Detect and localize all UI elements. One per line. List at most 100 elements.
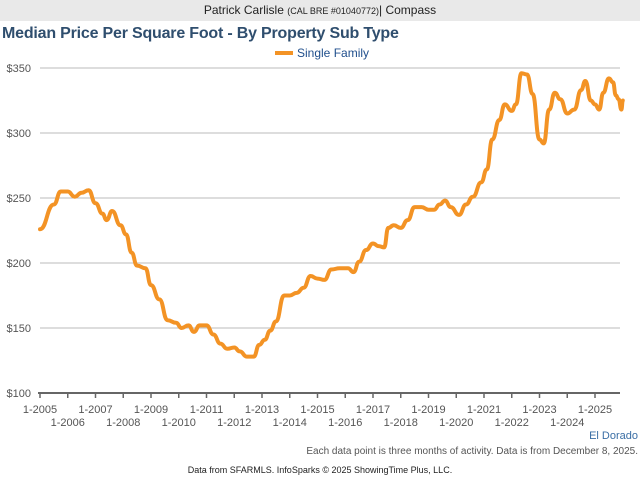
data-point-2021.55 — [497, 118, 501, 122]
data-point-2020.1 — [457, 213, 461, 217]
x-tick-label: 1-2016 — [328, 417, 362, 429]
x-tick-label: 1-2011 — [190, 404, 223, 416]
data-point-2019 — [427, 208, 430, 212]
data-point-2013.5 — [274, 320, 278, 323]
x-tick-label: 1-2024 — [550, 417, 584, 429]
data-point-2011 — [205, 323, 208, 327]
data-point-2025 — [593, 102, 597, 106]
data-point-2007.25 — [100, 212, 104, 216]
x-tick-label: 1-2025 — [578, 404, 612, 416]
region-label[interactable]: El Dorado — [589, 430, 638, 442]
y-tick-label: $200 — [7, 258, 31, 270]
license-number: (CAL BRE #01040772) — [287, 6, 379, 16]
data-point-2020.9 — [479, 180, 483, 184]
data-point-2025.75 — [614, 93, 618, 97]
data-point-2024.25 — [572, 108, 576, 112]
legend-swatch-single-family — [275, 51, 293, 55]
data-point-2019.4 — [438, 203, 442, 206]
legend-label-single-family: Single Family — [297, 46, 370, 60]
x-tick-label: 1-2006 — [51, 417, 85, 429]
data-point-2007.6 — [110, 209, 114, 213]
data-point-2017.4 — [382, 245, 386, 249]
data-point-2010.1 — [180, 326, 184, 330]
data-point-2012.9 — [257, 343, 261, 347]
x-tick-label: 1-2013 — [245, 404, 279, 416]
y-axis: $350 $300 $250 $200 $150 $100 — [7, 63, 31, 400]
y-tick-label: $300 — [7, 128, 31, 140]
data-point-2007 — [94, 201, 97, 205]
data-point-2005.5 — [52, 203, 56, 206]
grid-lines — [40, 67, 620, 329]
x-tick-label: 1-2023 — [522, 404, 556, 416]
data-point-2009.3 — [157, 297, 161, 301]
data-point-2017 — [371, 242, 375, 245]
y-tick-label: $350 — [7, 63, 31, 75]
data-point-2011.75 — [225, 347, 229, 351]
data-point-2025.85 — [617, 97, 621, 101]
series-lines — [38, 71, 625, 359]
data-point-2015.25 — [322, 278, 326, 282]
data-point-2016.3 — [352, 270, 356, 274]
data-point-2009 — [149, 283, 153, 287]
data-point-2023.55 — [553, 91, 557, 95]
data-point-2018 — [399, 226, 403, 230]
agent-header-bar: Patrick Carlisle (CAL BRE #01040772)| Co… — [0, 0, 640, 21]
header-separator: | — [378, 3, 383, 17]
data-point-2014.75 — [309, 274, 313, 278]
x-tick-label: 1-2010 — [162, 417, 196, 429]
data-point-2025.95 — [619, 108, 623, 112]
data-point-2018.75 — [420, 205, 424, 209]
data-point-2023 — [538, 138, 541, 141]
data-point-2006.25 — [73, 195, 77, 199]
data-point-2014.5 — [302, 286, 306, 290]
x-axis: 1-20051-20061-20071-20081-20091-20101-20… — [23, 392, 620, 429]
data-point-2023.15 — [542, 141, 546, 145]
data-point-2018.25 — [406, 218, 410, 222]
data-point-2018.5 — [413, 205, 417, 209]
data-point-2006 — [66, 190, 70, 193]
x-tick-label: 1-2009 — [134, 404, 168, 416]
data-point-2011.25 — [211, 333, 215, 336]
data-point-2016.75 — [364, 248, 368, 252]
data-point-2011.5 — [218, 342, 222, 346]
data-point-2017.75 — [392, 223, 396, 227]
y-tick-label: $100 — [7, 388, 31, 400]
data-point-2025.3 — [601, 91, 605, 95]
y-tick-label: $250 — [7, 193, 31, 205]
data-point-2021.75 — [503, 102, 507, 106]
data-point-2012 — [232, 346, 236, 349]
x-tick-label: 1-2018 — [384, 417, 418, 429]
data-point-2019.6 — [443, 199, 447, 203]
data-point-2023.75 — [558, 97, 562, 101]
data-point-2021.1 — [485, 167, 489, 171]
chart-legend[interactable]: Single Family — [275, 46, 369, 60]
data-point-2014.25 — [295, 291, 299, 295]
data-point-2019.2 — [432, 208, 436, 212]
data-point-2005 — [38, 227, 42, 231]
data-point-2010.55 — [192, 330, 196, 334]
data-point-2022 — [510, 109, 514, 113]
data-point-2025.15 — [597, 108, 601, 112]
data-point-2012.2 — [238, 349, 242, 353]
data-point-2024.85 — [589, 99, 593, 102]
x-tick-label: 1-2005 — [23, 404, 57, 416]
data-point-2017.2 — [377, 244, 381, 248]
data-source: Data from SFARMLS. InfoSparks © 2025 Sho… — [187, 465, 453, 475]
data-point-2010.75 — [198, 323, 202, 327]
data-point-2021.3 — [490, 138, 494, 141]
data-point-2013.3 — [268, 329, 272, 333]
x-tick-label: 1-2022 — [495, 417, 529, 429]
data-point-2024 — [565, 112, 569, 115]
x-tick-label: 1-2017 — [356, 404, 390, 416]
data-point-2008.3 — [130, 251, 134, 255]
data-point-2008.1 — [124, 232, 128, 236]
brokerage-name: Compass — [385, 3, 437, 17]
data-point-2016.5 — [357, 260, 361, 264]
agent-name: Patrick Carlisle — [203, 3, 284, 17]
x-tick-label: 1-2021 — [467, 404, 501, 416]
data-point-2009.6 — [166, 318, 170, 322]
data-point-2022.15 — [514, 102, 518, 106]
data-point-2015.5 — [329, 268, 333, 271]
data-point-2026 — [621, 99, 625, 102]
data-point-2013.8 — [282, 294, 286, 297]
